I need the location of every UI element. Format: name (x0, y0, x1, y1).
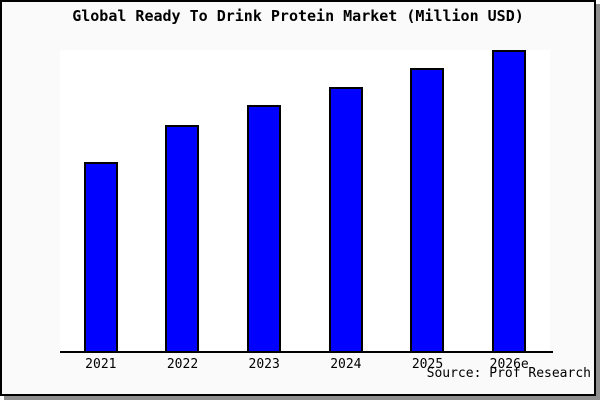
x-label-2023: 2023 (248, 357, 280, 372)
x-label-2021: 2021 (85, 357, 117, 372)
x-label-2024: 2024 (330, 357, 362, 372)
source-note: Source: Prof Research (426, 366, 591, 381)
x-axis-line (60, 351, 553, 353)
x-label-2026e: 2026e (489, 357, 529, 372)
bar-2021 (83, 162, 118, 352)
bar-2024 (328, 86, 363, 352)
bar-2025 (410, 68, 445, 352)
plot-area (60, 50, 550, 352)
bar-2026e (492, 50, 527, 352)
x-axis-labels: 2021 2022 2023 2024 2025 2026e (60, 357, 550, 372)
x-label-2022: 2022 (166, 357, 199, 372)
bar-2022 (165, 124, 200, 352)
chart-title: Global Ready To Drink Protein Market (Mi… (72, 7, 524, 25)
bar-2023 (247, 104, 282, 352)
x-label-2025: 2025 (411, 357, 444, 372)
